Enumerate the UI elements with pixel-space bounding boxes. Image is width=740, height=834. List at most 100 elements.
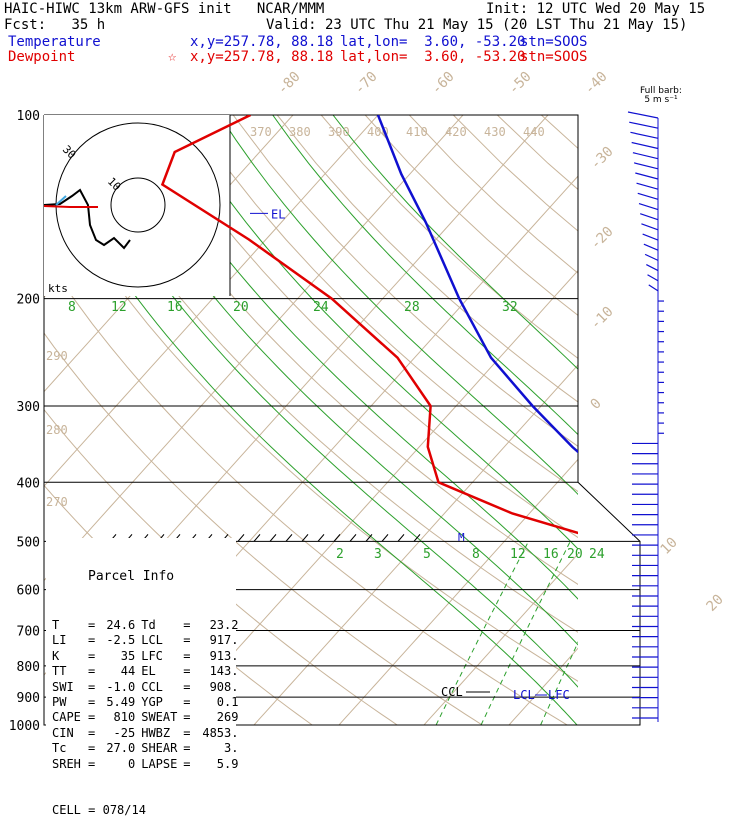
moist-adiabat-line xyxy=(332,115,578,370)
dry-adiabat-line xyxy=(408,115,578,274)
parcel-value: 4853. xyxy=(202,725,239,740)
wind-barb xyxy=(643,243,659,251)
mixing-ratio-label: 16 xyxy=(543,547,559,562)
model-title: HAIC-HIWC 13km ARW-GFS init NCAR/MMM xyxy=(4,1,325,17)
wind-barb xyxy=(640,213,659,221)
pressure-label: 100 xyxy=(17,109,40,124)
mixing-ratio-label: 5 xyxy=(423,547,431,562)
parcel-key: SHEAR xyxy=(141,741,178,756)
parcel-value: 913. xyxy=(209,648,239,663)
el-label: EL xyxy=(271,207,285,221)
mixing-ratio-label: 8 xyxy=(472,547,480,562)
parcel-row: Tc = 27.0 SHEAR = 3. xyxy=(52,741,239,756)
mixing-ratio-line xyxy=(651,541,727,725)
hodograph-trace xyxy=(43,188,131,250)
pressure-label: 800 xyxy=(17,660,40,675)
isotherm-line xyxy=(44,115,379,487)
parcel-value: -1.0 xyxy=(106,679,136,694)
isotherm-line xyxy=(253,364,578,725)
wind-barb xyxy=(632,152,659,160)
parcel-value: -2.5 xyxy=(106,633,136,648)
hodograph-low-level xyxy=(43,205,98,208)
isotherm-line xyxy=(423,553,578,725)
parcel-key: HWBZ xyxy=(141,725,171,740)
freezing-tick xyxy=(397,534,405,542)
dry-adiabat-line xyxy=(629,115,740,725)
isotherm-label: -60 xyxy=(429,69,458,98)
parcel-row: SWI = -1.0 CCL = 908. xyxy=(52,679,239,694)
pressure-label: 1000 xyxy=(9,719,40,734)
parcel-key: LFC xyxy=(141,648,163,663)
barb-legend-line1: Full barb: xyxy=(640,86,682,96)
parcel-key: LAPSE xyxy=(141,756,178,771)
freezing-tick xyxy=(253,534,261,542)
parcel-key: Td xyxy=(141,618,156,633)
parcel-value: 810 xyxy=(113,710,136,725)
wind-barb xyxy=(648,284,659,292)
mixing-ratio-line xyxy=(719,541,740,725)
wind-barbs xyxy=(627,111,664,722)
dry-adiabat-line xyxy=(56,115,578,633)
freezing-tick xyxy=(349,534,357,542)
dry-adiabat-line xyxy=(320,115,578,359)
mixing-ratio-label: 24 xyxy=(589,547,605,562)
isotherm-label: -30 xyxy=(588,144,617,173)
theta-label: 420 xyxy=(445,125,467,139)
parcel-value: 5.49 xyxy=(106,695,136,710)
parcel-row: SREH = 0 LAPSE = 5.9 xyxy=(52,756,239,771)
wind-barb xyxy=(647,274,659,282)
wind-barb xyxy=(630,131,659,139)
mixing-ratio-label: 20 xyxy=(567,547,583,562)
theta-label: 390 xyxy=(328,125,350,139)
parcel-key: YGP xyxy=(141,695,163,710)
moist-adiabat-label: 16 xyxy=(167,300,183,315)
pressure-label: 400 xyxy=(17,476,40,491)
parcel-value: 5.9 xyxy=(216,756,239,771)
parcel-row: CAPE = 810 SWEAT = 269 xyxy=(52,710,239,725)
parcel-value: 143. xyxy=(209,664,239,679)
isotherm-line xyxy=(508,647,578,725)
parcel-key: K xyxy=(52,648,60,663)
mixing-ratio-label: 3 xyxy=(374,547,382,562)
wind-barb xyxy=(629,121,659,129)
wind-barb xyxy=(644,253,659,261)
parcel-key: Tc xyxy=(52,741,67,756)
mixing-ratio-label: 2 xyxy=(336,547,344,562)
parcel-value: 27.0 xyxy=(106,741,136,756)
isotherm-label: -70 xyxy=(352,69,381,98)
parcel-value: 0 xyxy=(128,756,136,771)
parcel-key: CIN xyxy=(52,725,74,740)
freezing-tick xyxy=(269,534,277,542)
parcel-key: LCL xyxy=(141,633,163,648)
moist-adiabat-label: 28 xyxy=(404,300,420,315)
isotherm-label: 10 xyxy=(658,535,681,558)
hodograph-units: kts xyxy=(48,282,68,295)
moist-adiabat-line xyxy=(129,115,578,600)
wind-barb xyxy=(638,202,659,211)
isotherm-label: -20 xyxy=(588,224,617,253)
mixing-ratio-line xyxy=(540,641,578,725)
init-time: Init: 12 UTC Wed 20 May 15 xyxy=(486,1,706,17)
dry-adiabat-line xyxy=(717,115,740,725)
dry-adiabat-label: 270 xyxy=(46,495,68,509)
moist-adiabat-line xyxy=(44,148,578,725)
wind-barb xyxy=(631,141,659,150)
dry-adiabat-line xyxy=(585,115,740,725)
isotherm-label: 0 xyxy=(588,396,605,413)
hodograph-ring-inner xyxy=(110,177,166,233)
m-label: M xyxy=(458,531,465,544)
dewpoint-legend-xy: x,y=257.78, 88.18 xyxy=(190,49,334,65)
hodograph-mid-level xyxy=(55,195,67,206)
temperature-legend-stn: stn=SOOS xyxy=(520,34,588,50)
dry-adiabat-line xyxy=(673,115,740,725)
dry-adiabat-line xyxy=(232,115,578,447)
parcel-cell-row: CELL = 078/14 xyxy=(52,802,146,817)
dry-adiabat-line xyxy=(540,115,578,150)
moist-adiabat-line xyxy=(218,115,578,496)
parcel-key: EL xyxy=(141,664,156,679)
moist-adiabat-line xyxy=(272,115,578,436)
parcel-value: 0.1 xyxy=(216,695,239,710)
dewpoint-legend-label: Dewpoint xyxy=(8,49,76,65)
